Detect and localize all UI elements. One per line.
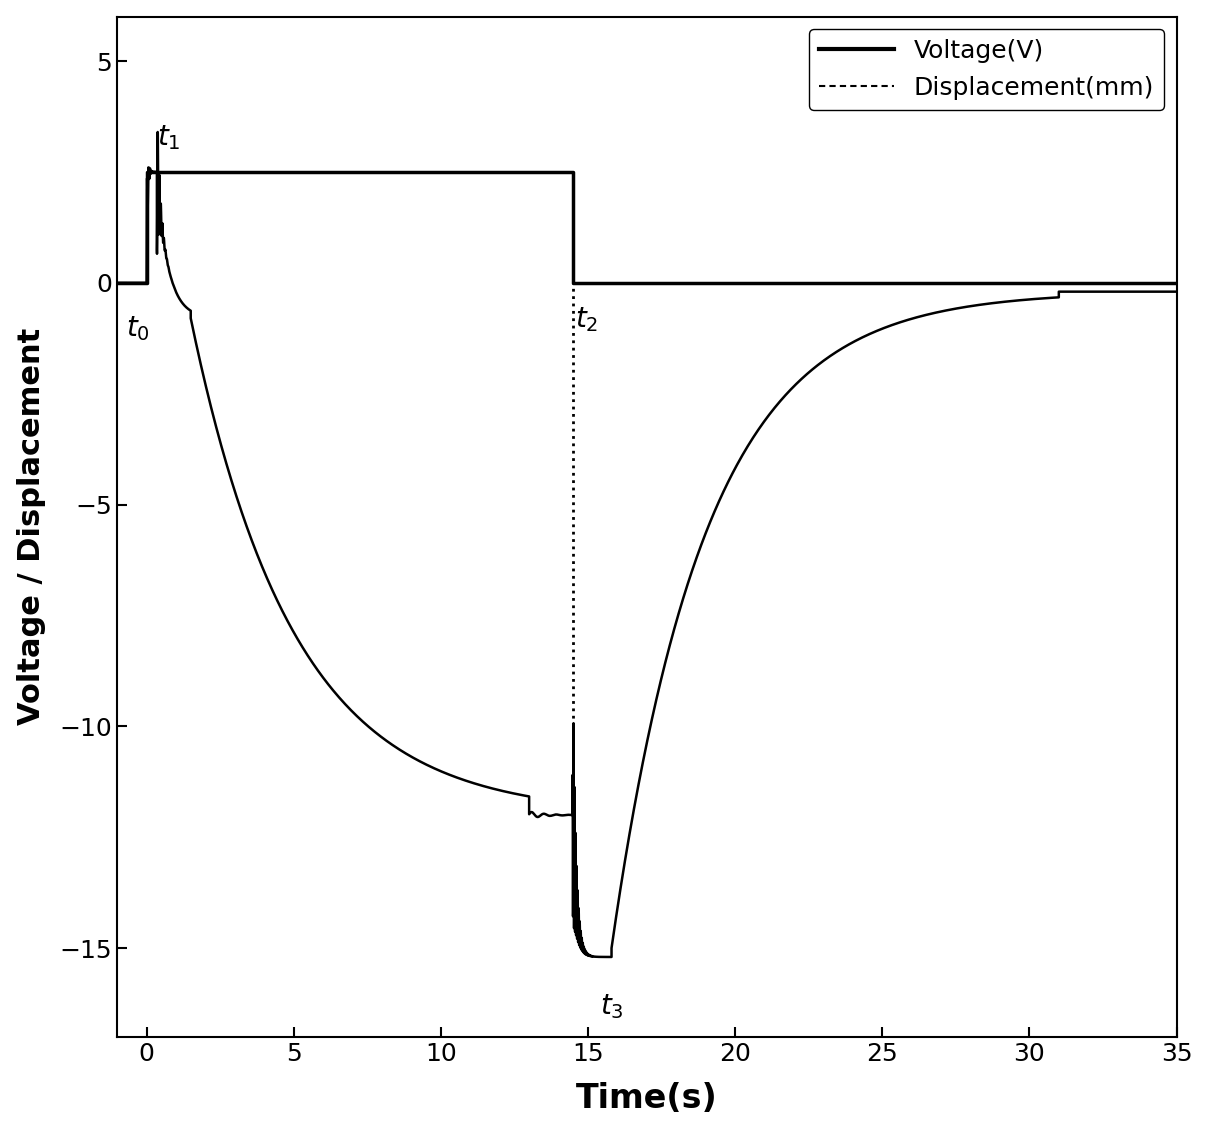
Legend: Voltage(V), Displacement(mm): Voltage(V), Displacement(mm) — [809, 29, 1164, 110]
Text: $t_0$: $t_0$ — [126, 314, 150, 343]
Text: $t_1$: $t_1$ — [157, 123, 180, 152]
Y-axis label: Voltage / Displacement: Voltage / Displacement — [17, 328, 46, 726]
X-axis label: Time(s): Time(s) — [575, 1082, 718, 1115]
Text: $t_3$: $t_3$ — [600, 993, 624, 1021]
Text: $t_2$: $t_2$ — [574, 306, 598, 334]
